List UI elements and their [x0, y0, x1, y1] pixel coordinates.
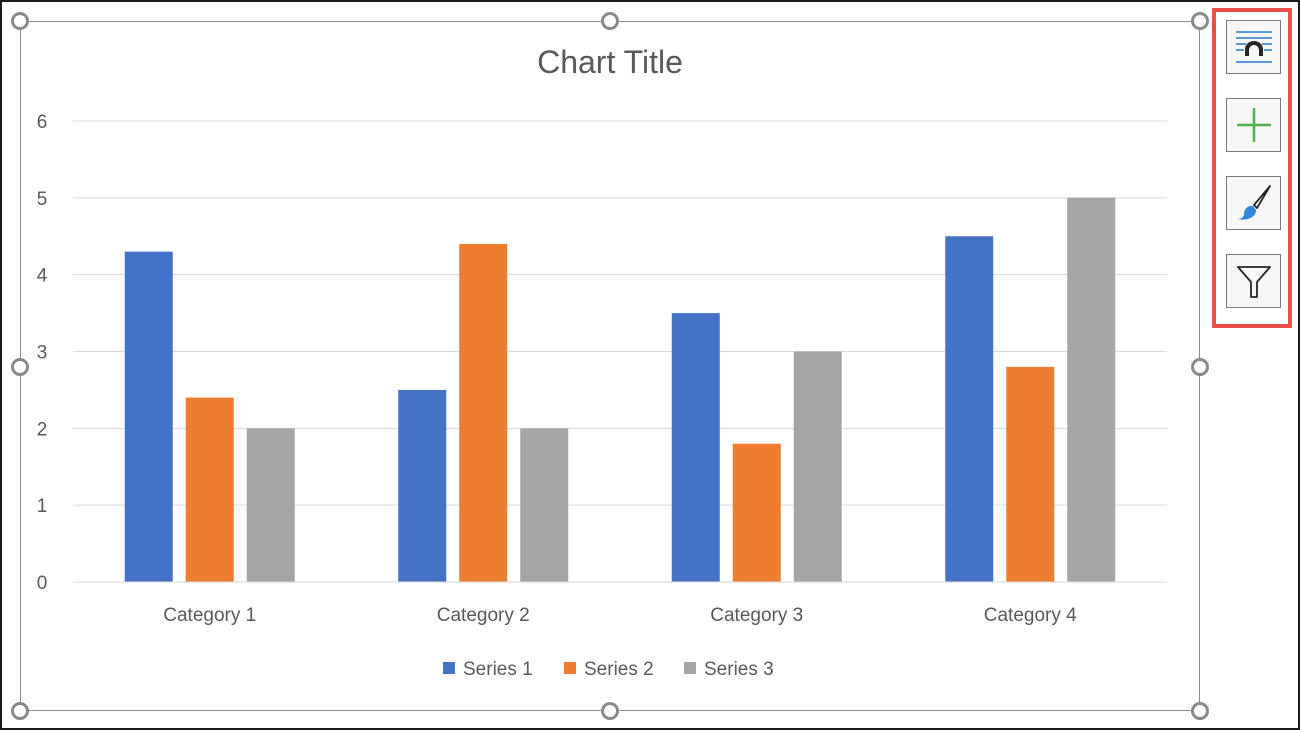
layout-options-icon	[1235, 31, 1272, 63]
funnel-icon	[1236, 266, 1271, 298]
y-tick-label: 5	[37, 189, 48, 210]
bar[interactable]	[459, 243, 508, 582]
resize-handle-top-left[interactable]	[11, 12, 29, 30]
chart-elements-button[interactable]	[1226, 98, 1281, 152]
legend-label[interactable]: Series 1	[463, 659, 533, 680]
resize-handle-top[interactable]	[601, 12, 619, 30]
resize-handle-right[interactable]	[1191, 358, 1209, 376]
bar[interactable]	[671, 313, 720, 582]
bar[interactable]	[185, 397, 234, 582]
y-tick-label: 2	[37, 419, 48, 440]
bar[interactable]	[246, 428, 295, 582]
y-tick-label: 6	[37, 112, 48, 133]
bar[interactable]	[398, 389, 447, 582]
y-tick-label: 4	[37, 266, 48, 287]
bar[interactable]	[1067, 197, 1116, 583]
bar[interactable]	[732, 443, 781, 582]
legend-swatch	[443, 662, 455, 674]
resize-handle-bottom-left[interactable]	[11, 702, 29, 720]
chart-styles-button[interactable]	[1226, 176, 1281, 230]
y-tick-label: 0	[37, 573, 48, 594]
x-category-label: Category 3	[710, 605, 803, 626]
bar[interactable]	[1006, 366, 1055, 582]
legend-label[interactable]: Series 3	[704, 659, 774, 680]
paintbrush-icon	[1237, 185, 1271, 220]
x-category-label: Category 1	[163, 605, 256, 626]
resize-handle-left[interactable]	[11, 358, 29, 376]
bar[interactable]	[793, 351, 842, 583]
chart-title[interactable]: Chart Title	[537, 44, 683, 80]
chart-filters-button[interactable]	[1226, 254, 1281, 308]
resize-handle-bottom[interactable]	[601, 702, 619, 720]
chart-tools-panel	[1212, 8, 1292, 328]
legend-swatch	[564, 662, 576, 674]
y-tick-label: 1	[37, 496, 48, 517]
bar[interactable]	[945, 236, 994, 582]
legend-swatch	[684, 662, 696, 674]
bar[interactable]	[124, 251, 173, 582]
layout-options-button[interactable]	[1226, 20, 1281, 74]
resize-handle-top-right[interactable]	[1191, 12, 1209, 30]
plus-icon	[1236, 108, 1271, 142]
bar[interactable]	[520, 428, 569, 582]
chart-plot: 0 1 2 3 4 5 6 Category 1 Category 2 Category 3 Cat…	[37, 112, 1167, 680]
x-category-label: Category 4	[984, 605, 1077, 626]
y-tick-label: 3	[37, 343, 48, 364]
resize-handle-bottom-right[interactable]	[1191, 702, 1209, 720]
legend-label[interactable]: Series 2	[584, 659, 654, 680]
x-category-label: Category 2	[437, 605, 530, 626]
